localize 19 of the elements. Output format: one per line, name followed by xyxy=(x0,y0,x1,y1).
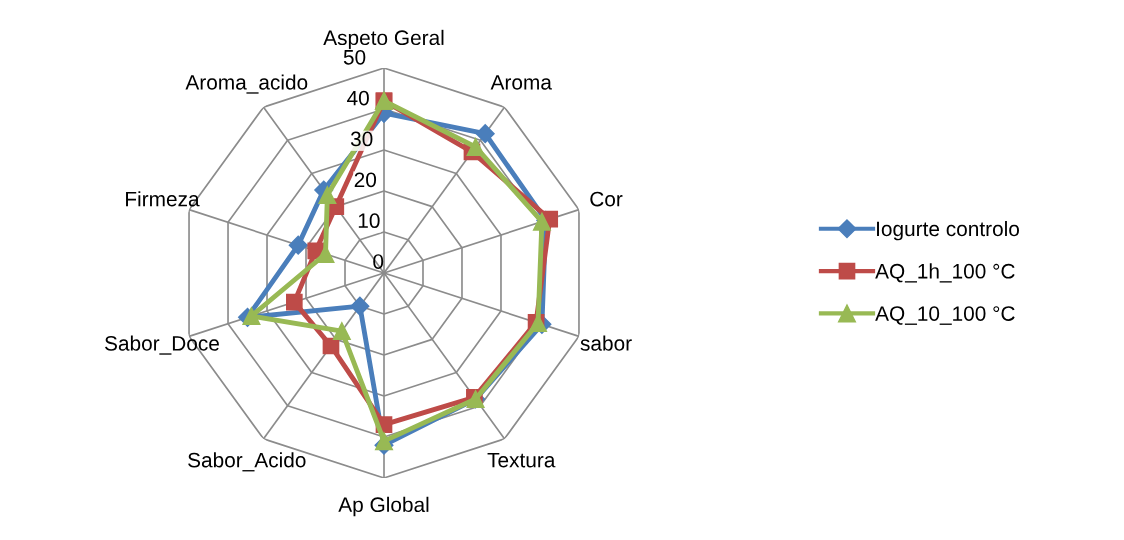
spoke-label: Cor xyxy=(590,191,623,207)
spoke-label: sabor xyxy=(580,335,632,351)
spoke-label: Ap Global xyxy=(338,496,429,517)
y-tick-label: 10 xyxy=(358,213,380,229)
spoke-label: Sabor_Acido xyxy=(188,452,306,472)
y-tick-label: 30 xyxy=(350,131,373,147)
legend-label: Iogurte controlo xyxy=(877,220,1020,241)
spoke-label: Aroma_acido xyxy=(185,74,308,94)
y-tick-label: 50 xyxy=(343,49,366,65)
spoke-label: Aroma xyxy=(490,75,552,90)
y-tick-label: 40 xyxy=(347,90,369,106)
legend-label: AQ_10_100 °C xyxy=(875,306,1015,325)
spoke-label: Textura xyxy=(487,452,556,468)
y-tick-label: 0 xyxy=(373,254,384,269)
legend-label: AQ_1h_100 °C xyxy=(875,263,1015,283)
spoke-label: Sabor_Doce xyxy=(105,335,219,355)
spoke-label: Aspeto Geral xyxy=(323,29,444,50)
spoke-label: Firmeza xyxy=(126,191,200,207)
y-tick-label: 20 xyxy=(354,172,377,188)
